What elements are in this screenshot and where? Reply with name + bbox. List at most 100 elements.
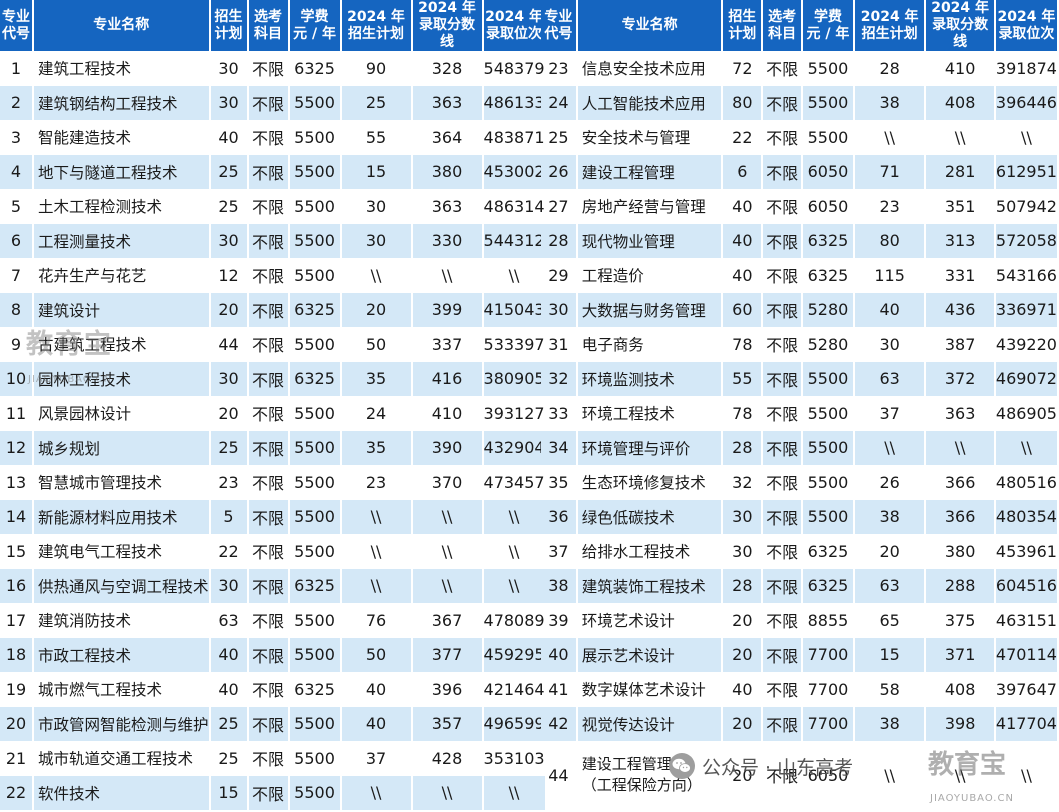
cell-2024-rank: 397647 — [994, 672, 1059, 707]
cell-tuition: 5500 — [802, 361, 855, 396]
cell-subject: 不限 — [247, 775, 290, 810]
cell-2024-score: 364 — [411, 120, 484, 155]
cell-2024-score: 367 — [411, 603, 484, 638]
cell-2024-rank: 353103 — [482, 741, 547, 776]
header-enrollment-plan: 招生 计划 — [722, 0, 764, 51]
cell-subject: 不限 — [247, 223, 290, 258]
cell-plan: 32 — [722, 465, 764, 500]
cell-tuition: 5500 — [288, 327, 342, 362]
cell-subject: 不限 — [762, 430, 804, 465]
table-row: 20 市政管网智能检测与维护 25 不限 5500 40 357 496599 — [0, 706, 547, 741]
cell-2024-plan: \\ — [340, 775, 413, 810]
cell-code: 37 — [541, 534, 578, 569]
cell-2024-rank: \\ — [994, 430, 1059, 465]
cell-subject: 不限 — [762, 465, 804, 500]
cell-plan: 30 — [722, 534, 764, 569]
cell-2024-rank: \\ — [482, 775, 547, 810]
cell-subject: 不限 — [762, 223, 804, 258]
cell-major-name: 视觉传达设计 — [576, 706, 724, 741]
cell-2024-rank: 483871 — [482, 120, 547, 155]
cell-2024-rank: 432904 — [482, 430, 547, 465]
cell-2024-plan: 50 — [340, 327, 413, 362]
cell-subject: 不限 — [247, 51, 290, 86]
cell-2024-plan: 63 — [853, 361, 927, 396]
cell-tuition: 5500 — [802, 85, 855, 120]
cell-plan: 20 — [722, 603, 764, 638]
cell-2024-rank: 486905 — [994, 396, 1059, 431]
cell-plan: 78 — [722, 327, 764, 362]
cell-2024-rank: 478089 — [482, 603, 547, 638]
cell-subject: 不限 — [762, 603, 804, 638]
cell-code: 22 — [0, 775, 34, 810]
cell-code: 9 — [0, 327, 34, 362]
cell-tuition: 5500 — [288, 120, 342, 155]
header-2024-score-line: 2024 年 录取分数线 — [925, 0, 996, 51]
cell-major-name: 建筑装饰工程技术 — [576, 568, 724, 603]
cell-2024-plan: 90 — [340, 51, 413, 86]
table-row: 9 古建筑工程技术 44 不限 5500 50 337 533397 — [0, 327, 547, 362]
cell-2024-plan: 35 — [340, 430, 413, 465]
header-subject-requirement: 选考 科目 — [762, 0, 804, 51]
cell-2024-plan: 26 — [853, 465, 927, 500]
cell-2024-score: 337 — [411, 327, 484, 362]
cell-plan: 30 — [209, 51, 249, 86]
cell-2024-score: 428 — [411, 741, 484, 776]
cell-subject: 不限 — [247, 637, 290, 672]
table-row: 44 建设工程管理 （工程保险方向） 20 不限 6050 \\ \\ \\ — [541, 741, 1059, 809]
cell-major-name: 生态环境修复技术 — [576, 465, 724, 500]
cell-2024-score: 281 — [925, 154, 996, 189]
cell-2024-plan: 115 — [853, 258, 927, 293]
cell-major-name: 工程造价 — [576, 258, 724, 293]
cell-major-name: 建设工程管理 — [576, 154, 724, 189]
cell-tuition: 5280 — [802, 292, 855, 327]
cell-plan: 72 — [722, 51, 764, 86]
cell-2024-rank: 548379 — [482, 51, 547, 86]
cell-2024-plan: \\ — [853, 120, 927, 155]
cell-code: 31 — [541, 327, 578, 362]
cell-major-name: 土木工程检测技术 — [33, 189, 211, 224]
cell-plan: 40 — [209, 672, 249, 707]
table-row: 10 园林工程技术 30 不限 6325 35 416 380905 — [0, 361, 547, 396]
cell-2024-plan: 28 — [853, 51, 927, 86]
cell-code: 5 — [0, 189, 34, 224]
cell-2024-rank: 417704 — [994, 706, 1059, 741]
cell-major-name: 大数据与财务管理 — [576, 292, 724, 327]
cell-major-name: 城市燃气工程技术 — [33, 672, 211, 707]
cell-2024-score: \\ — [411, 258, 484, 293]
header-tuition: 学费 元 / 年 — [288, 0, 342, 51]
cell-plan: 40 — [722, 672, 764, 707]
cell-major-name: 电子商务 — [576, 327, 724, 362]
cell-code: 36 — [541, 499, 578, 534]
cell-2024-score: 372 — [925, 361, 996, 396]
cell-2024-score: 390 — [411, 430, 484, 465]
cell-code: 6 — [0, 223, 34, 258]
cell-2024-score: 330 — [411, 223, 484, 258]
table-row: 41 数字媒体艺术设计 40 不限 7700 58 408 397647 — [541, 672, 1059, 707]
cell-plan: 25 — [209, 189, 249, 224]
cell-2024-rank: 543166 — [994, 258, 1059, 293]
cell-2024-rank: 453002 — [482, 154, 547, 189]
cell-code: 14 — [0, 499, 34, 534]
cell-major-name: 软件技术 — [33, 775, 211, 810]
cell-plan: 22 — [209, 534, 249, 569]
cell-2024-plan: \\ — [853, 741, 927, 809]
cell-2024-rank: 612951 — [994, 154, 1059, 189]
cell-plan: 22 — [722, 120, 764, 155]
cell-subject: 不限 — [762, 258, 804, 293]
cell-2024-rank: \\ — [994, 120, 1059, 155]
cell-tuition: 5500 — [802, 120, 855, 155]
cell-2024-plan: 40 — [340, 706, 413, 741]
cell-plan: 28 — [722, 568, 764, 603]
table-row: 23 信息安全技术应用 72 不限 5500 28 410 391874 — [541, 51, 1059, 86]
table-row: 5 土木工程检测技术 25 不限 5500 30 363 486314 — [0, 189, 547, 224]
cell-subject: 不限 — [247, 603, 290, 638]
header-subject-requirement: 选考 科目 — [247, 0, 290, 51]
cell-plan: 20 — [209, 292, 249, 327]
table-row: 24 人工智能技术应用 80 不限 5500 38 408 396446 — [541, 85, 1059, 120]
table-row: 31 电子商务 78 不限 5280 30 387 439220 — [541, 327, 1059, 362]
cell-2024-score: 375 — [925, 603, 996, 638]
cell-2024-score: \\ — [925, 120, 996, 155]
cell-2024-rank: 421464 — [482, 672, 547, 707]
cell-2024-rank: \\ — [994, 741, 1059, 809]
cell-2024-rank: 391874 — [994, 51, 1059, 86]
